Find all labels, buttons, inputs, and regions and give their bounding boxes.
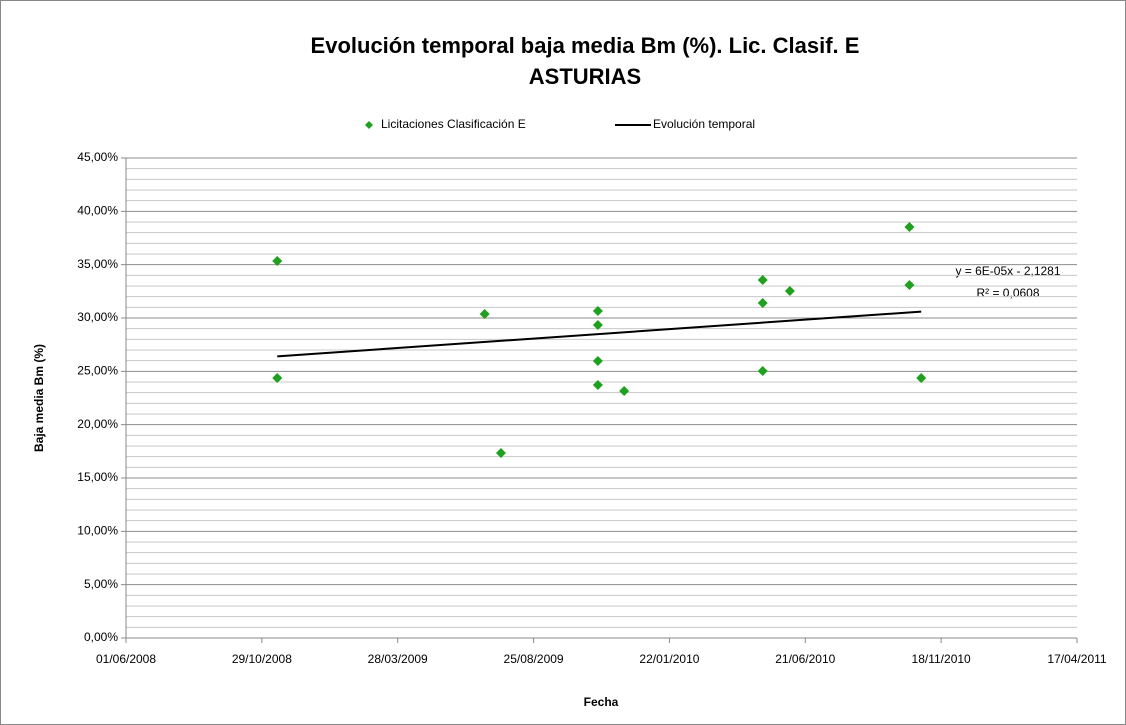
x-tick-label: 17/04/2011	[1047, 652, 1106, 666]
y-tick-label: 35,00%	[77, 257, 118, 271]
x-axis-title: Fecha	[584, 695, 619, 709]
y-tick-label: 5,00%	[84, 577, 118, 591]
y-tick-label: 10,00%	[77, 524, 118, 538]
data-point	[272, 256, 283, 267]
data-point	[272, 373, 283, 384]
data-point	[784, 286, 795, 297]
annotation: R² = 0,0608	[976, 286, 1039, 300]
x-tick-label: 01/06/2008	[96, 652, 156, 666]
y-axis-title: Baja media Bm (%)	[32, 344, 46, 452]
data-point	[916, 373, 927, 384]
x-tick-label: 21/06/2010	[775, 652, 835, 666]
data-point	[592, 320, 603, 331]
y-tick-label: 30,00%	[77, 310, 118, 324]
x-tick-label: 25/08/2009	[504, 652, 564, 666]
x-tick-label: 18/11/2010	[912, 652, 971, 666]
data-point	[619, 385, 630, 396]
data-point	[592, 379, 603, 390]
x-tick-label: 29/10/2008	[232, 652, 292, 666]
y-tick-label: 15,00%	[77, 470, 118, 484]
data-point	[479, 309, 490, 320]
annotation: y = 6E-05x - 2,1281	[955, 264, 1060, 278]
data-point	[757, 366, 768, 377]
data-point	[592, 305, 603, 316]
trend-line	[277, 310, 922, 358]
chart-title: Evolución temporal baja media Bm (%). Li…	[311, 33, 860, 58]
x-tick-label: 22/01/2010	[639, 652, 699, 666]
y-tick-label: 0,00%	[84, 630, 118, 644]
x-tick-label: 28/03/2009	[368, 652, 428, 666]
legend-label: Evolución temporal	[653, 117, 755, 131]
y-tick-label: 45,00%	[77, 150, 118, 164]
chart-title: ASTURIAS	[529, 64, 641, 89]
data-point	[757, 297, 768, 308]
y-tick-label: 40,00%	[77, 204, 118, 218]
data-point	[495, 448, 506, 459]
data-point	[592, 355, 603, 366]
data-point	[757, 275, 768, 286]
legend-label: Licitaciones Clasificación E	[381, 117, 526, 131]
legend-swatch	[365, 121, 373, 129]
y-tick-label: 25,00%	[77, 364, 118, 378]
data-point	[904, 280, 915, 291]
data-point	[904, 222, 915, 233]
y-tick-label: 20,00%	[77, 417, 118, 431]
